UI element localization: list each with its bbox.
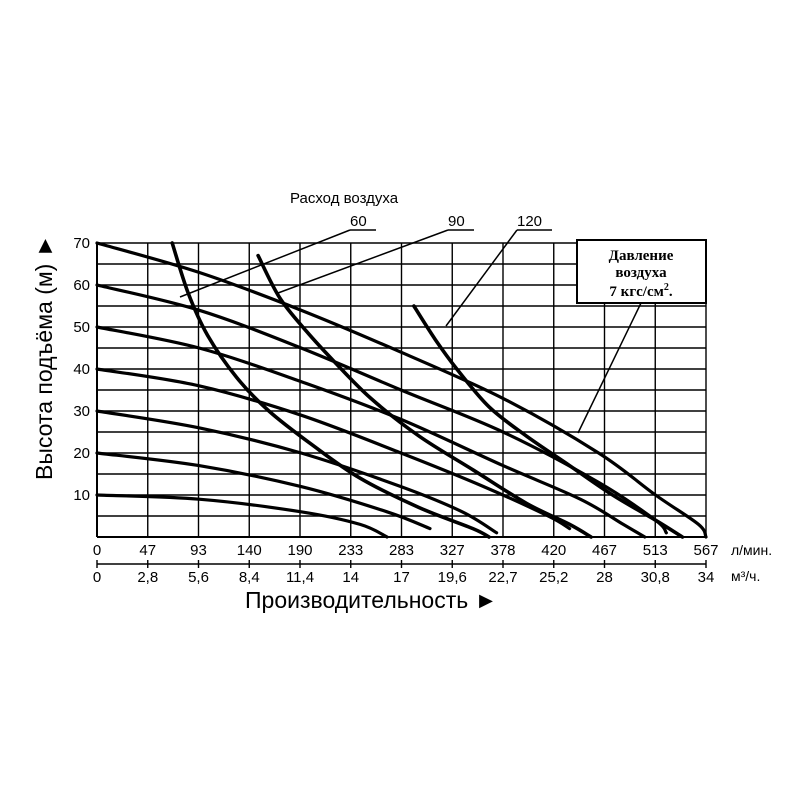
x-unit-secondary: м³/ч.	[731, 568, 760, 584]
x-tick-primary: 378	[490, 542, 515, 559]
pressure-box-line3-main: 7 кгс/см	[609, 284, 663, 300]
x-tick-primary: 513	[643, 542, 668, 559]
pressure-curve-5	[95, 325, 647, 539]
pressure-box-superscript: 2	[664, 282, 669, 293]
y-tick: 30	[73, 403, 90, 420]
legend-leader-90	[277, 229, 449, 294]
pressure-box-line3-end: .	[669, 284, 673, 300]
y-tick: 20	[73, 445, 90, 462]
x-tick-secondary: 30,8	[641, 569, 670, 586]
x-tick-secondary: 19,6	[438, 569, 467, 586]
x-tick-secondary: 0	[93, 569, 101, 586]
y-tick: 40	[73, 361, 90, 378]
pressure-box-frame	[576, 239, 707, 304]
x-tick-secondary: 22,7	[488, 569, 517, 586]
axis-ticks: 0 47 93 140 190 233 283 327 378 420 467 513 567 0 2,8 5…	[73, 235, 718, 586]
x-tick-secondary: 2,8	[137, 569, 158, 586]
x-tick-primary: 47	[139, 542, 156, 559]
pressure-curve-6	[95, 283, 668, 535]
x-unit-primary: л/мин.	[731, 542, 772, 558]
air-flow-curve-120	[412, 304, 685, 539]
pressure-curve-3	[95, 409, 499, 535]
pressure-box-line2: воздуха	[615, 265, 667, 281]
pressure-box-line1: Давление	[609, 248, 674, 264]
x-tick-secondary: 34	[698, 569, 715, 586]
x-axis-title: Производительность ►	[245, 587, 497, 613]
pressure-curve-2	[95, 451, 432, 531]
legend-title: Расход воздуха	[290, 190, 399, 207]
air-flow-legend: Расход воздуха 60 90 120	[179, 190, 552, 327]
air-flow-curve-60	[170, 241, 491, 539]
x-tick-primary: 420	[541, 542, 566, 559]
air-flow-label-120: 120	[517, 213, 542, 230]
x-tick-primary: 467	[592, 542, 617, 559]
x-tick-secondary: 25,2	[539, 569, 568, 586]
legend-leader-120	[445, 229, 518, 327]
pressure-curve-1	[95, 493, 389, 539]
x-tick-secondary: 14	[342, 569, 359, 586]
x-tick-secondary: 8,4	[239, 569, 260, 586]
y-tick: 10	[73, 487, 90, 504]
pressure-box-line3: 7 кгс/см2.	[609, 282, 672, 300]
x-tick-secondary: 11,4	[286, 569, 314, 586]
air-flow-label-60: 60	[350, 213, 367, 230]
x-tick-primary: 567	[693, 542, 718, 559]
x-tick-primary: 140	[237, 542, 262, 559]
x-tick-primary: 93	[190, 542, 207, 559]
x-tick-secondary: 28	[596, 569, 613, 586]
x-tick-primary: 190	[287, 542, 312, 559]
x-tick-secondary: 5,6	[188, 569, 209, 586]
air-flow-label-90: 90	[448, 213, 465, 230]
legend-leader-lines	[179, 229, 552, 327]
y-axis-title: Высота подъёма (м) ►	[31, 235, 57, 480]
y-tick: 50	[73, 319, 90, 336]
air-flow-curve-90	[256, 253, 593, 539]
x-tick-primary: 0	[93, 542, 101, 559]
x-tick-secondary: 17	[393, 569, 410, 586]
x-tick-primary: 283	[389, 542, 414, 559]
pressure-curve-7	[95, 241, 708, 539]
pressure-box-leader	[577, 302, 642, 434]
chart-curves	[95, 241, 708, 539]
x-tick-primary: 233	[338, 542, 363, 559]
y-tick: 60	[73, 277, 90, 294]
pressure-box: Давление воздуха 7 кгс/см2.	[576, 239, 707, 434]
legend-leader-60	[179, 229, 351, 298]
y-tick: 70	[73, 235, 90, 252]
x-tick-primary: 327	[440, 542, 465, 559]
